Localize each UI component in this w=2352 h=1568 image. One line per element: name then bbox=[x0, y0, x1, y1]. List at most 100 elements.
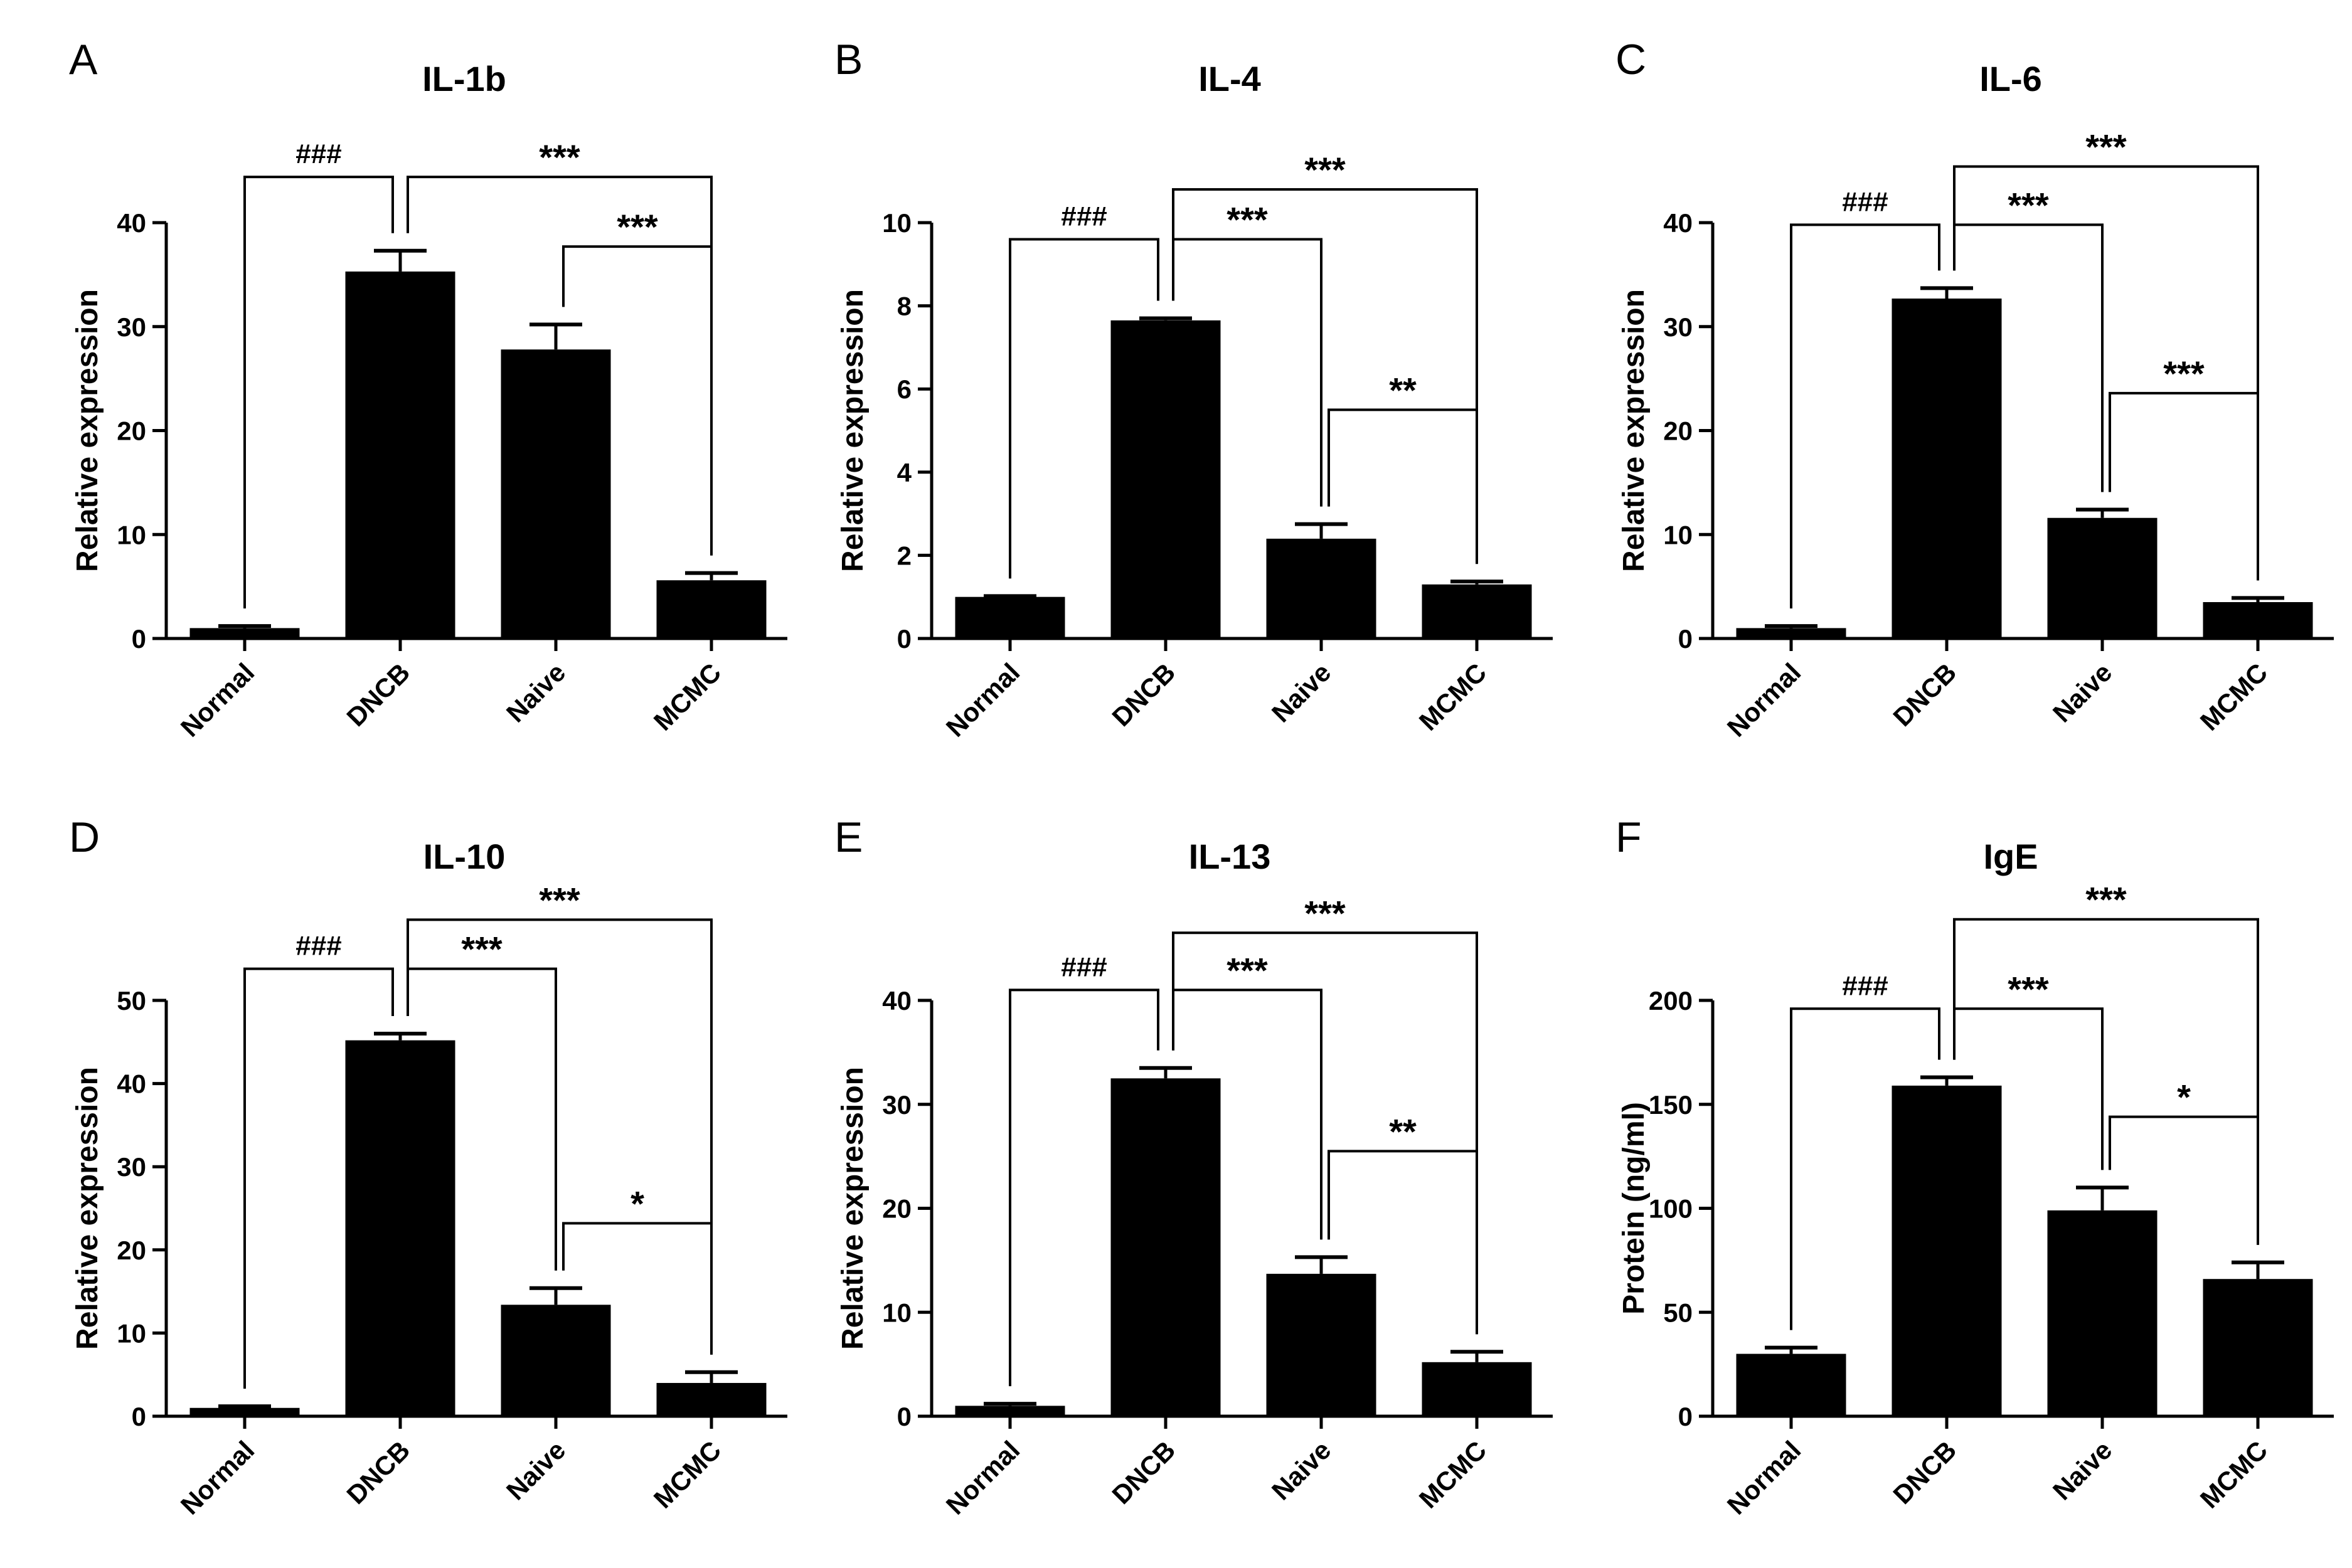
category-label: Naive bbox=[2047, 1435, 2117, 1505]
bar-dncb bbox=[345, 271, 455, 639]
significance-bracket bbox=[1009, 238, 1159, 579]
y-tick-label: 40 bbox=[1663, 208, 1693, 238]
significance-bracket bbox=[1953, 1007, 2104, 1170]
chart-title: IL-6 bbox=[1979, 59, 2042, 98]
category-label: DNCB bbox=[341, 657, 415, 732]
chart-title: IL-13 bbox=[1189, 837, 1271, 876]
panel-letter: B bbox=[834, 36, 863, 83]
significance-bracket bbox=[1172, 238, 1322, 507]
y-tick-label: 30 bbox=[1663, 312, 1693, 342]
y-tick-label: 0 bbox=[897, 1402, 912, 1431]
y-axis-label: Protein (ng/ml) bbox=[1617, 1102, 1651, 1315]
category-label: Naive bbox=[1266, 1435, 1336, 1505]
y-axis-label: Relative expression bbox=[71, 289, 104, 572]
y-axis-label: Relative expression bbox=[836, 289, 870, 572]
significance-bracket bbox=[1790, 223, 1940, 609]
category-label: Normal bbox=[940, 657, 1026, 743]
significance-label: *** bbox=[2085, 127, 2127, 166]
y-tick-label: 0 bbox=[1678, 1402, 1693, 1431]
significance-label: *** bbox=[1304, 150, 1346, 189]
significance-label: *** bbox=[2085, 880, 2127, 919]
category-label: DNCB bbox=[1887, 657, 1962, 732]
category-label: DNCB bbox=[1106, 657, 1181, 732]
panel-letter: F bbox=[1615, 813, 1642, 861]
bar-mcmc bbox=[1422, 1362, 1532, 1416]
category-label: DNCB bbox=[1106, 1435, 1181, 1510]
significance-label: ### bbox=[1842, 970, 1888, 1001]
y-tick-label: 20 bbox=[1663, 416, 1693, 446]
panel-letter: C bbox=[1615, 36, 1646, 83]
chart-panel-a: A IL-1b Relative expression 0 10 20 30 40 Normal… bbox=[69, 36, 787, 743]
category-label: Naive bbox=[501, 1435, 571, 1505]
y-axis-label: Relative expression bbox=[71, 1067, 104, 1350]
chart-title: IL-1b bbox=[422, 59, 506, 98]
y-tick-label: 40 bbox=[882, 986, 912, 1015]
y-tick-label: 100 bbox=[1649, 1194, 1693, 1224]
significance-bracket bbox=[1790, 1007, 1940, 1330]
chart-title: IgE bbox=[1983, 837, 2038, 876]
y-tick-label: 150 bbox=[1649, 1090, 1693, 1120]
chart-panel-b: B IL-4 Relative expression 0 2 4 6 8 10 Normal DNC… bbox=[834, 36, 1553, 743]
significance-bracket bbox=[1953, 918, 2259, 1245]
significance-bracket bbox=[407, 967, 557, 1271]
y-tick-label: 20 bbox=[117, 1236, 146, 1265]
significance-bracket bbox=[1953, 165, 2259, 581]
significance-label: *** bbox=[2008, 969, 2049, 1009]
bar-naive bbox=[2047, 517, 2158, 638]
category-label: Naive bbox=[2047, 657, 2117, 728]
y-tick-label: 0 bbox=[897, 624, 912, 654]
y-tick-label: 10 bbox=[882, 208, 912, 238]
bar-mcmc bbox=[1422, 584, 1532, 638]
category-label: DNCB bbox=[1887, 1435, 1962, 1510]
y-tick-label: 200 bbox=[1649, 986, 1693, 1015]
bar-normal bbox=[955, 596, 1065, 638]
y-tick-label: 50 bbox=[1663, 1298, 1693, 1327]
category-label: MCMC bbox=[648, 1435, 727, 1514]
y-tick-label: 40 bbox=[117, 1069, 146, 1099]
y-tick-label: 0 bbox=[1678, 624, 1693, 654]
category-label: MCMC bbox=[2195, 1435, 2274, 1514]
significance-bracket bbox=[1953, 223, 2104, 492]
y-tick-label: 0 bbox=[132, 1402, 146, 1431]
bar-normal bbox=[955, 1406, 1065, 1416]
chart-panel-c: C IL-6 Relative expression 0 10 20 30 40 Normal D… bbox=[1615, 36, 2334, 743]
category-label: MCMC bbox=[648, 657, 727, 736]
category-label: Normal bbox=[940, 1435, 1026, 1520]
significance-bracket bbox=[1009, 988, 1159, 1387]
chart-title: IL-4 bbox=[1198, 59, 1261, 98]
significance-bracket bbox=[1172, 988, 1322, 1240]
category-label: Normal bbox=[175, 657, 260, 743]
bar-naive bbox=[1266, 1273, 1376, 1416]
bar-naive bbox=[501, 349, 611, 638]
significance-label: ** bbox=[1389, 370, 1417, 410]
significance-label: ### bbox=[1061, 951, 1107, 982]
bar-dncb bbox=[345, 1040, 455, 1416]
y-axis-label: Relative expression bbox=[1617, 289, 1651, 572]
bar-dncb bbox=[1110, 320, 1221, 638]
significance-bracket bbox=[243, 176, 394, 609]
bar-normal bbox=[1736, 628, 1846, 638]
significance-label: ### bbox=[1061, 201, 1107, 232]
significance-bracket bbox=[562, 245, 713, 556]
category-label: MCMC bbox=[2195, 657, 2274, 736]
significance-label: * bbox=[2177, 1078, 2191, 1117]
significance-bracket bbox=[1328, 1150, 1478, 1335]
significance-bracket bbox=[1328, 408, 1478, 564]
chart-panel-e: E IL-13 Relative expression 0 10 20 30 40 Normal… bbox=[834, 813, 1553, 1520]
y-tick-label: 8 bbox=[897, 292, 912, 321]
bar-mcmc bbox=[656, 1382, 767, 1416]
category-label: Normal bbox=[175, 1435, 260, 1520]
significance-label: ### bbox=[295, 931, 341, 961]
category-label: Normal bbox=[1721, 657, 1807, 743]
bar-naive bbox=[501, 1305, 611, 1416]
panel-letter: A bbox=[69, 36, 98, 83]
bar-naive bbox=[1266, 538, 1376, 638]
y-tick-label: 30 bbox=[117, 312, 146, 342]
significance-bracket bbox=[562, 1222, 713, 1355]
bar-naive bbox=[2047, 1210, 2158, 1416]
bar-mcmc bbox=[2203, 1279, 2313, 1416]
chart-title: IL-10 bbox=[423, 837, 506, 876]
chart-panel-d: D IL-10 Relative expression 0 10 20 30 40 50 Norm… bbox=[69, 813, 787, 1520]
